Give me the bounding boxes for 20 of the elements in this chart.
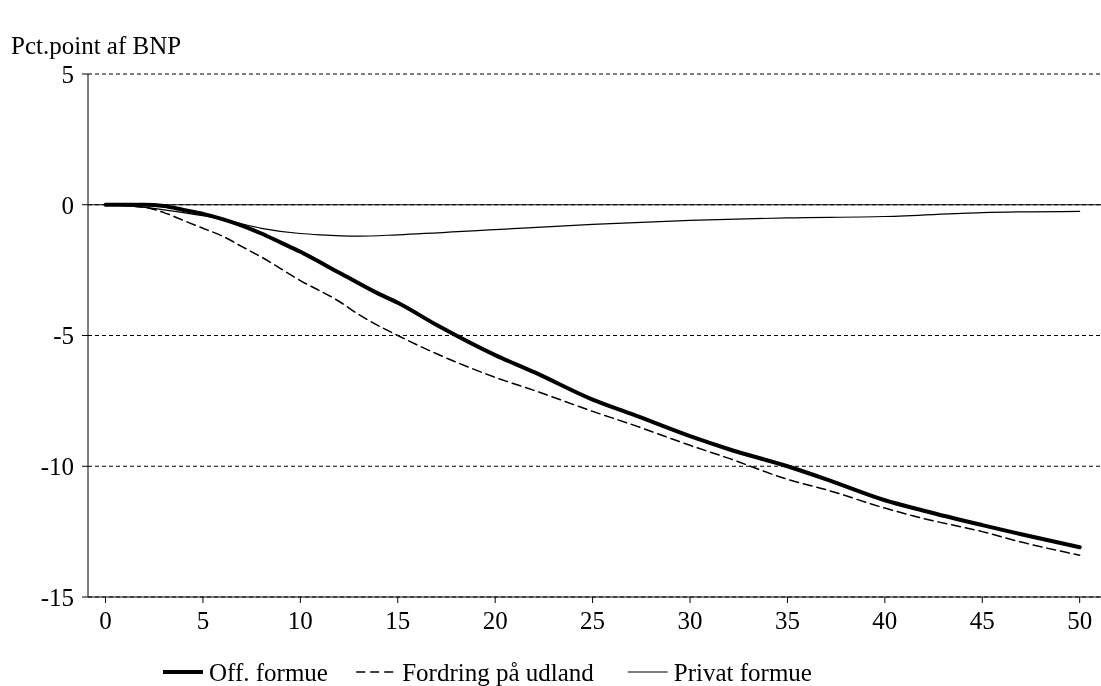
- legend-label: Privat formue: [673, 658, 812, 686]
- x-tick-label: 35: [774, 607, 800, 634]
- y-tick-label: 5: [61, 60, 74, 88]
- legend-label: Off. formue: [209, 658, 328, 686]
- y-tick-label: -15: [40, 583, 74, 611]
- y-tick-label: -5: [53, 322, 74, 350]
- legend-label: Fordring på udland: [402, 658, 595, 686]
- y-axis-title: Pct.point af BNP: [11, 32, 182, 59]
- x-tick-label: 40: [872, 607, 898, 634]
- y-tick-label: -10: [40, 453, 74, 480]
- y-tick-label: 0: [61, 191, 74, 219]
- x-tick-label: 15: [385, 607, 411, 634]
- x-tick-label: 25: [580, 607, 606, 634]
- x-tick-label: 0: [99, 607, 112, 634]
- x-tick-label: 10: [287, 607, 313, 634]
- x-tick-label: 20: [482, 607, 508, 634]
- x-tick-label: 50: [1067, 607, 1093, 634]
- x-tick-label: 5: [196, 607, 210, 634]
- x-tick-label: 30: [677, 607, 703, 634]
- x-tick-label: 45: [969, 607, 995, 634]
